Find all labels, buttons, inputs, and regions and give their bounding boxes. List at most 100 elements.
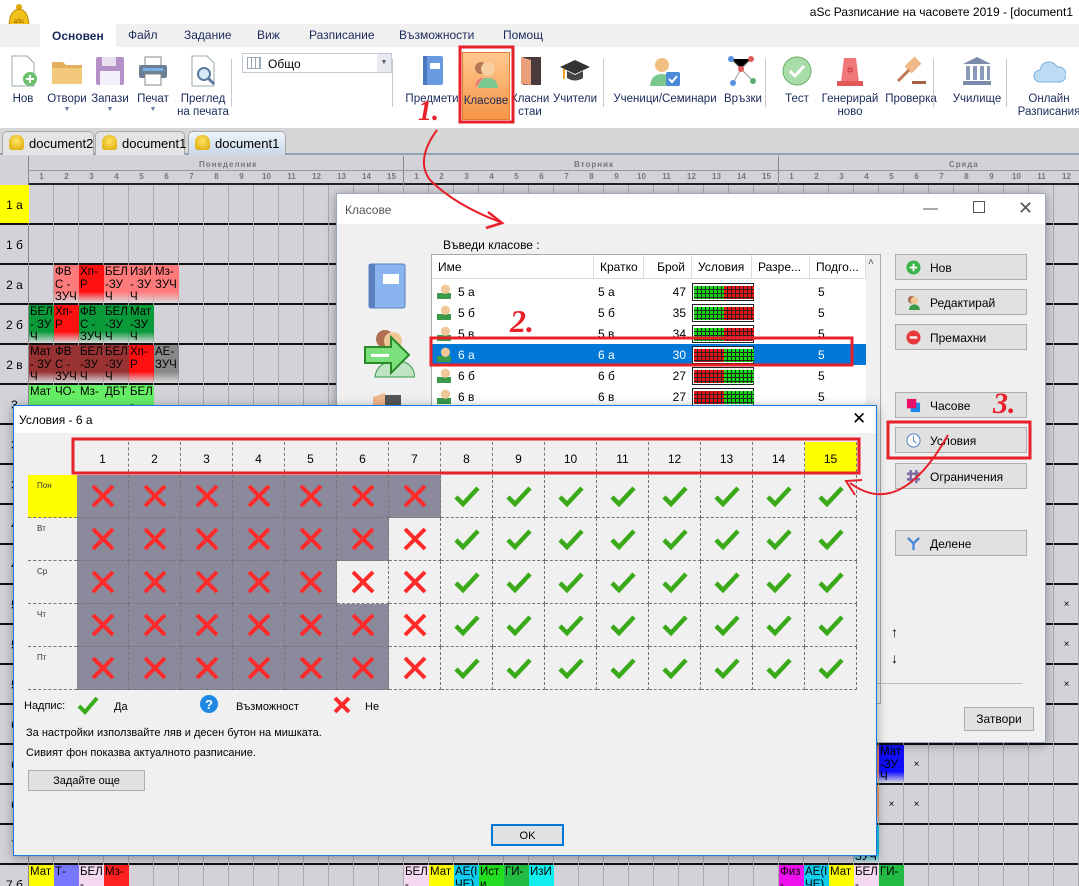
doc-tab-active[interactable]: document1 xyxy=(188,131,286,155)
class-row-label[interactable]: 2 б xyxy=(6,318,23,332)
generate-new-button[interactable]: Генерирай ново xyxy=(819,51,881,119)
cell-not-allowed[interactable] xyxy=(389,604,441,647)
cell-not-allowed[interactable] xyxy=(181,518,233,561)
cell-allowed[interactable] xyxy=(753,475,805,518)
lesson-card[interactable]: Мз-ЗУЧ xyxy=(154,265,179,303)
tab-help[interactable]: Помощ xyxy=(503,28,544,42)
cell-allowed[interactable] xyxy=(649,475,701,518)
period-header[interactable]: 7 xyxy=(389,442,441,472)
class-list-row[interactable]: 6 в 6 в 27 5 xyxy=(432,386,866,407)
period-header[interactable]: 1 xyxy=(77,442,129,472)
online-timetables-button[interactable]: Онлайн Разписания xyxy=(1014,51,1079,119)
lesson-card[interactable]: Ист и xyxy=(479,865,504,886)
cell-not-allowed[interactable] xyxy=(77,647,129,690)
class-row-label[interactable]: 1 б xyxy=(6,238,23,252)
cell-not-allowed[interactable] xyxy=(77,518,129,561)
cell-allowed[interactable] xyxy=(701,647,753,690)
lesson-card[interactable]: ФВС - ЗУЧ xyxy=(79,305,104,343)
tab-main[interactable]: Основен xyxy=(40,21,116,47)
tab-timetable[interactable]: Разписание xyxy=(309,28,375,42)
lesson-card[interactable]: ГИ- xyxy=(504,865,529,886)
conditions-button[interactable]: Условия xyxy=(895,427,1027,453)
cell-allowed[interactable] xyxy=(649,561,701,604)
lesson-card[interactable]: Мат xyxy=(429,865,454,886)
cell-allowed[interactable] xyxy=(493,647,545,690)
lesson-card[interactable]: Мат-ЗУЧ xyxy=(879,745,904,783)
links-button[interactable]: Връзки xyxy=(721,51,765,106)
lesson-card[interactable]: ГИ- xyxy=(879,865,904,886)
period-header[interactable]: 2 xyxy=(129,442,181,472)
view-select[interactable]: Общо ▼ xyxy=(242,53,392,73)
cell-not-allowed[interactable] xyxy=(181,604,233,647)
cell-not-allowed[interactable] xyxy=(77,561,129,604)
lesson-card[interactable]: Физ- xyxy=(779,865,804,886)
cell-not-allowed[interactable] xyxy=(285,518,337,561)
column-header-conditions[interactable]: Условия xyxy=(692,255,752,279)
period-header[interactable]: 10 xyxy=(545,442,597,472)
cell-not-allowed[interactable] xyxy=(233,647,285,690)
cell-not-allowed[interactable] xyxy=(233,475,285,518)
cell-allowed[interactable] xyxy=(649,518,701,561)
class-row-label[interactable]: 7 б xyxy=(6,878,23,886)
cell-allowed[interactable] xyxy=(597,647,649,690)
cell-not-allowed[interactable] xyxy=(181,647,233,690)
lesson-card[interactable]: ИзИ xyxy=(529,865,554,886)
lesson-card[interactable]: БЕЛ-ЗУЧ xyxy=(104,265,129,303)
cell-not-allowed[interactable] xyxy=(337,561,389,604)
print-button[interactable]: Печат ▼ xyxy=(134,51,172,114)
subjects-book-icon[interactable] xyxy=(365,262,409,312)
day-label[interactable]: Пон xyxy=(28,475,77,518)
cell-not-allowed[interactable] xyxy=(337,604,389,647)
lesson-card[interactable]: Мат xyxy=(829,865,854,886)
period-header[interactable]: 13 xyxy=(701,442,753,472)
lesson-card[interactable]: БЕЛ- xyxy=(79,865,104,886)
period-header[interactable]: 9 xyxy=(493,442,545,472)
cell-allowed[interactable] xyxy=(597,561,649,604)
lesson-card[interactable]: Т- xyxy=(54,865,79,886)
cell-allowed[interactable] xyxy=(753,518,805,561)
period-header[interactable]: 4 xyxy=(233,442,285,472)
cell-allowed[interactable] xyxy=(649,604,701,647)
lesson-card[interactable]: ИзИ - ЗУЧ xyxy=(129,265,154,303)
teachers-button[interactable]: Учители xyxy=(551,51,599,106)
cell-allowed[interactable] xyxy=(701,518,753,561)
period-header[interactable]: 6 xyxy=(337,442,389,472)
cell-not-allowed[interactable] xyxy=(181,561,233,604)
cell-allowed[interactable] xyxy=(441,518,493,561)
move-down-button[interactable]: ↓ xyxy=(891,650,898,666)
constraints-button[interactable]: Ограничения xyxy=(895,463,1027,489)
cell-not-allowed[interactable] xyxy=(389,475,441,518)
cell-not-allowed[interactable] xyxy=(233,604,285,647)
classrooms-button[interactable]: Класни стаи xyxy=(511,51,549,119)
close-button[interactable]: ✕ xyxy=(852,409,867,428)
cell-allowed[interactable] xyxy=(597,475,649,518)
cell-allowed[interactable] xyxy=(753,647,805,690)
cell-allowed[interactable] xyxy=(805,518,857,561)
class-row-label[interactable]: 1 а xyxy=(0,185,29,223)
tab-view[interactable]: Виж xyxy=(257,28,280,42)
lesson-card[interactable]: БЕЛ- xyxy=(854,865,879,886)
lesson-card[interactable]: Мз- xyxy=(104,865,129,886)
school-button[interactable]: Училище xyxy=(950,51,1004,106)
cell-allowed[interactable] xyxy=(805,647,857,690)
lesson-card[interactable]: ФВС - ЗУЧ xyxy=(54,265,79,303)
tab-file[interactable]: Файл xyxy=(128,28,158,42)
cell-not-allowed[interactable] xyxy=(337,518,389,561)
classes-arrow-icon[interactable] xyxy=(363,327,415,379)
cell-not-allowed[interactable] xyxy=(181,475,233,518)
column-header-name[interactable]: Име xyxy=(432,255,594,279)
cell-allowed[interactable] xyxy=(545,518,597,561)
lesson-card[interactable]: БЕЛ-ЗУЧ xyxy=(104,345,129,383)
cell-allowed[interactable] xyxy=(805,604,857,647)
close-dialog-button[interactable]: Затвори xyxy=(964,707,1034,731)
cell-not-allowed[interactable] xyxy=(233,518,285,561)
cell-not-allowed[interactable] xyxy=(285,561,337,604)
column-header-subgroups[interactable]: Подго... xyxy=(810,255,866,279)
cell-not-allowed[interactable] xyxy=(77,475,129,518)
split-button[interactable]: Делене xyxy=(895,530,1027,556)
move-up-button[interactable]: ↑ xyxy=(891,624,898,640)
cell-allowed[interactable] xyxy=(441,604,493,647)
lesson-card[interactable]: ФВС - ЗУЧ xyxy=(54,345,79,383)
cell-allowed[interactable] xyxy=(545,561,597,604)
cell-not-allowed[interactable] xyxy=(285,647,337,690)
